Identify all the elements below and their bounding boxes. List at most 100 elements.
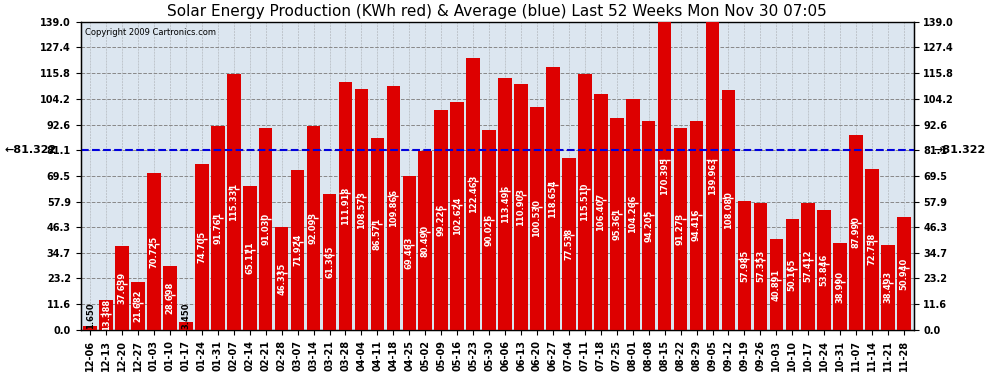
Text: 71.924: 71.924	[293, 234, 302, 266]
Bar	[450, 102, 464, 330]
Text: 57.353: 57.353	[756, 250, 765, 282]
Text: 102.624: 102.624	[452, 197, 461, 235]
Text: 108.080: 108.080	[724, 191, 733, 229]
Text: 115.331: 115.331	[230, 183, 239, 221]
Text: 94.205: 94.205	[644, 209, 653, 242]
Text: 91.030: 91.030	[261, 213, 270, 245]
Text: 77.538: 77.538	[564, 228, 573, 260]
Text: 86.571: 86.571	[373, 218, 382, 250]
Text: 91.761: 91.761	[213, 212, 223, 244]
Bar	[802, 202, 815, 330]
Text: 50.165: 50.165	[788, 258, 797, 291]
Bar	[578, 74, 592, 330]
Text: 170.395: 170.395	[660, 157, 669, 195]
Text: 38.990: 38.990	[836, 271, 844, 303]
Bar	[307, 126, 321, 330]
Bar	[195, 164, 209, 330]
Bar	[339, 82, 352, 330]
Bar	[227, 74, 241, 330]
Bar	[562, 158, 575, 330]
Bar	[115, 246, 129, 330]
Bar	[531, 107, 544, 330]
Bar	[722, 90, 736, 330]
Bar	[834, 243, 847, 330]
Text: 57.412: 57.412	[804, 250, 813, 282]
Text: 46.335: 46.335	[277, 262, 286, 295]
Bar	[706, 22, 720, 330]
Bar	[211, 126, 225, 330]
Text: 37.639: 37.639	[118, 272, 127, 304]
Bar	[275, 227, 288, 330]
Bar	[849, 135, 863, 330]
Text: 100.530: 100.530	[533, 200, 542, 237]
Bar	[243, 186, 256, 330]
Bar	[642, 121, 655, 330]
Text: 108.573: 108.573	[357, 190, 366, 228]
Bar	[179, 322, 193, 330]
Bar	[323, 194, 337, 330]
Text: 94.416: 94.416	[692, 209, 701, 242]
Text: 111.918: 111.918	[341, 187, 350, 225]
Text: 104.266: 104.266	[629, 195, 638, 234]
Bar	[546, 67, 559, 330]
Bar	[897, 217, 911, 330]
Bar	[626, 99, 640, 330]
Text: 28.698: 28.698	[165, 282, 174, 314]
Bar	[658, 22, 671, 330]
Bar	[482, 130, 496, 330]
Bar	[690, 120, 703, 330]
Bar	[674, 128, 687, 330]
Text: 38.493: 38.493	[884, 271, 893, 303]
Bar	[354, 89, 368, 330]
Bar	[83, 326, 97, 330]
Bar	[259, 128, 272, 330]
Bar	[610, 118, 624, 330]
Bar	[594, 94, 608, 330]
Bar	[818, 210, 831, 330]
Bar	[753, 203, 767, 330]
Text: →81.322: →81.322	[934, 145, 986, 154]
Text: Copyright 2009 Cartronics.com: Copyright 2009 Cartronics.com	[85, 28, 216, 37]
Bar	[498, 78, 512, 330]
Text: ←81.322: ←81.322	[4, 145, 56, 154]
Bar	[738, 201, 751, 330]
Text: 106.407: 106.407	[596, 193, 605, 231]
Bar	[148, 173, 160, 330]
Bar	[435, 110, 448, 330]
Text: 70.725: 70.725	[149, 236, 158, 268]
Bar	[419, 152, 432, 330]
Text: 3.450: 3.450	[181, 302, 190, 329]
Text: 109.866: 109.866	[389, 189, 398, 227]
Text: 87.990: 87.990	[851, 216, 860, 248]
Text: 50.940: 50.940	[900, 257, 909, 290]
Bar	[403, 176, 416, 330]
Text: 95.361: 95.361	[612, 208, 622, 240]
Bar	[881, 244, 895, 330]
Text: 115.510: 115.510	[580, 183, 589, 221]
Text: 57.985: 57.985	[740, 249, 749, 282]
Text: 110.903: 110.903	[517, 188, 526, 226]
Bar	[386, 86, 400, 330]
Text: 113.496: 113.496	[501, 185, 510, 223]
Text: 90.026: 90.026	[484, 214, 494, 246]
Text: 92.093: 92.093	[309, 212, 318, 244]
Text: 1.650: 1.650	[85, 302, 95, 329]
Text: 72.758: 72.758	[867, 233, 876, 266]
Text: 40.891: 40.891	[772, 268, 781, 301]
Title: Solar Energy Production (KWh red) & Average (blue) Last 52 Weeks Mon Nov 30 07:0: Solar Energy Production (KWh red) & Aver…	[167, 4, 827, 19]
Bar	[99, 300, 113, 330]
Bar	[466, 58, 480, 330]
Text: 99.226: 99.226	[437, 204, 446, 236]
Text: 139.963: 139.963	[708, 157, 717, 195]
Bar	[132, 282, 145, 330]
Bar	[865, 169, 879, 330]
Text: 21.682: 21.682	[134, 290, 143, 322]
Text: 65.111: 65.111	[246, 242, 254, 274]
Bar	[291, 170, 304, 330]
Bar	[514, 84, 528, 330]
Text: 69.463: 69.463	[405, 237, 414, 269]
Bar	[370, 138, 384, 330]
Bar	[769, 239, 783, 330]
Text: 61.365: 61.365	[325, 246, 334, 278]
Text: 74.705: 74.705	[197, 231, 206, 263]
